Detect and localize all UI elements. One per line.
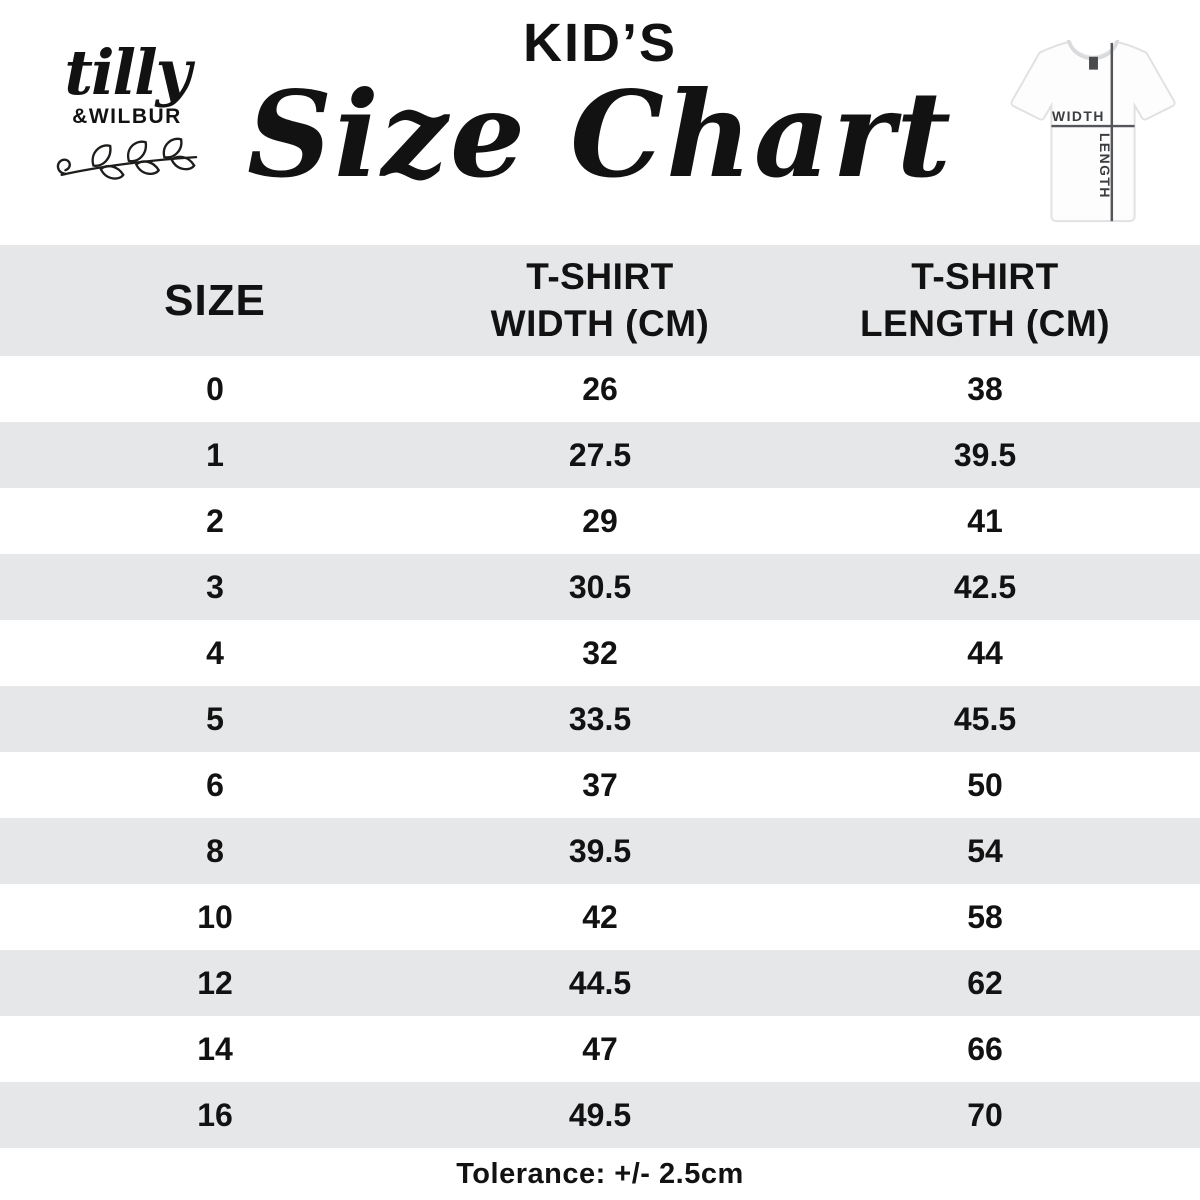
length-label: LENGTH [1097,133,1113,199]
width-label: WIDTH [1052,108,1105,124]
title-block: KID’S Size Chart [0,0,1200,194]
table-row: 0 26 38 [0,356,1200,422]
width-cell: 33.5 [568,700,632,737]
table-row: 16 49.5 70 [0,1082,1200,1148]
size-cell: 0 [206,370,224,407]
table-row: 5 33.5 45.5 [0,686,1200,752]
table-row: 8 39.5 54 [0,818,1200,884]
width-cell: 30.5 [568,568,632,605]
length-cell: 41 [967,502,1003,539]
width-cell: 29 [582,502,618,539]
size-table: SIZE T-SHIRT WIDTH (CM) T-SHIRT LENGTH (… [0,245,1200,1148]
col-header-length-line2: LENGTH (CM) [859,302,1111,344]
length-cell: 45.5 [953,700,1017,737]
width-cell: 49.5 [568,1096,632,1133]
table-row: 3 30.5 42.5 [0,554,1200,620]
size-cell: 1 [206,436,224,473]
length-cell: 70 [967,1096,1003,1133]
size-cell: 16 [197,1096,233,1133]
col-header-size: SIZE [164,275,266,325]
col-header-length: T-SHIRT LENGTH (CM) [770,254,1200,347]
length-cell: 62 [967,964,1003,1001]
size-cell: 14 [197,1030,233,1067]
length-cell: 66 [967,1030,1003,1067]
title-kicker: KID’S [522,13,678,73]
page-header: tilly &WILBUR KID’S Size Chart WIDTH LEN… [0,0,1200,245]
table-row: 4 32 44 [0,620,1200,686]
length-cell: 58 [967,898,1003,935]
col-header-width: T-SHIRT WIDTH (CM) [430,254,770,347]
table-row: 12 44.5 62 [0,950,1200,1016]
tshirt-neck-label [1089,56,1098,70]
table-row: 2 29 41 [0,488,1200,554]
size-cell: 5 [206,700,224,737]
col-header-width-line2: WIDTH (CM) [490,302,710,344]
width-cell: 47 [582,1030,618,1067]
page-title: Size Chart [246,65,954,204]
col-header-length-line1: T-SHIRT [911,256,1059,298]
table-header-row: SIZE T-SHIRT WIDTH (CM) T-SHIRT LENGTH (… [0,245,1200,356]
table-body: 0 26 38 1 27.5 39.5 2 29 41 3 30.5 42.5 4 32 44 5 33.5 45… [0,356,1200,1148]
table-row: 10 42 58 [0,884,1200,950]
size-cell: 12 [197,964,233,1001]
width-cell: 44.5 [568,964,632,1001]
length-cell: 54 [967,832,1003,869]
length-cell: 50 [967,766,1003,803]
size-cell: 4 [206,634,224,671]
length-cell: 42.5 [953,568,1017,605]
brand-name-script: tilly [64,36,191,109]
tolerance-note: Tolerance: +/- 2.5cm [456,1158,744,1190]
brand-name-caps: &WILBUR [72,105,182,128]
size-cell: 3 [206,568,224,605]
size-cell: 10 [197,898,233,935]
length-cell: 44 [967,634,1003,671]
table-row: 14 47 66 [0,1016,1200,1082]
leaf-branch-icon [56,137,198,180]
width-cell: 39.5 [568,832,632,869]
width-cell: 37 [582,766,618,803]
width-cell: 32 [582,634,618,671]
width-cell: 26 [582,370,618,407]
table-row: 6 37 50 [0,752,1200,818]
length-cell: 39.5 [953,436,1017,473]
col-header-width-line1: T-SHIRT [526,256,674,298]
size-cell: 2 [206,502,224,539]
length-cell: 38 [967,370,1003,407]
width-cell: 27.5 [568,436,632,473]
table-row: 1 27.5 39.5 [0,422,1200,488]
size-cell: 8 [206,832,224,869]
size-cell: 6 [206,766,224,803]
tshirt-measurement-diagram: WIDTH LENGTH [1010,39,1176,223]
brand-logo: tilly &WILBUR [42,42,212,187]
width-cell: 42 [582,898,618,935]
